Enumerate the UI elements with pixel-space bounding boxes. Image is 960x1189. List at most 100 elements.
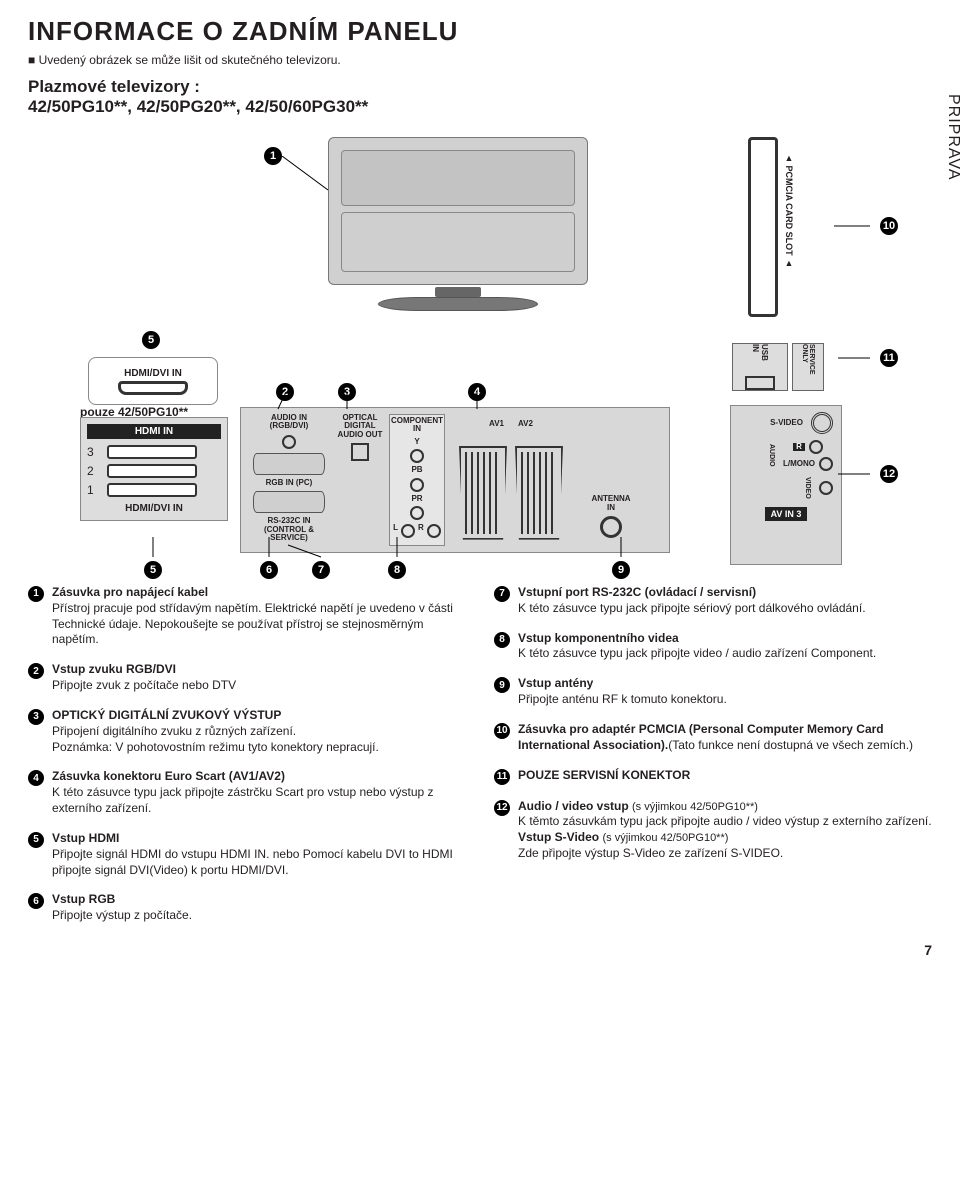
- scart-icon: [459, 446, 507, 540]
- jack-icon: [282, 435, 296, 449]
- rear-panel-diagram: 1 5 HDMI/DVI IN pouze 42/50PG10** HDMI I…: [28, 127, 932, 567]
- item-5: 5 Vstup HDMIPřipojte signál HDMI do vstu…: [28, 831, 466, 878]
- antenna-column: ANTENNA IN: [577, 414, 645, 546]
- av-in-3-tag: AV IN 3: [765, 507, 808, 521]
- page-title: INFORMACE O ZADNÍM PANELU: [28, 16, 932, 47]
- rgb-pc-label: RGB IN (PC): [266, 479, 313, 487]
- item-12-title: Audio / video vstup: [518, 799, 632, 813]
- tv-stand: [328, 287, 588, 313]
- stand-neck: [435, 287, 481, 297]
- usb-icon: [745, 376, 775, 390]
- optical-icon: [351, 443, 369, 461]
- bullet-3-icon: 3: [28, 709, 44, 725]
- item-11: 11 POUZE SERVISNÍ KONEKTOR: [494, 768, 932, 785]
- item-3: 3 OPTICKÝ DIGITÁLNÍ ZVUKOVÝ VÝSTUP Připoj…: [28, 708, 466, 755]
- desc-right-col: 7 Vstupní port RS-232C (ovládací / servi…: [494, 585, 932, 938]
- tv-body: [328, 137, 588, 285]
- rca-icon: [410, 449, 424, 463]
- component-column: COMPONENT IN Y PB PR L R: [389, 414, 445, 546]
- usb-label: USB IN: [751, 344, 769, 370]
- item-12-title2: Vstup S-Video: [518, 830, 602, 844]
- hdmi-num-3: 3: [87, 445, 99, 459]
- audio-vert-label: AUDIO: [768, 444, 775, 467]
- item-3-title: OPTICKÝ DIGITÁLNÍ ZVUKOVÝ VÝSTUP: [52, 708, 281, 722]
- callout-4: 4: [468, 383, 486, 401]
- item-12: 12 Audio / video vstup (s výjimkou 42/50…: [494, 799, 932, 862]
- callout-8: 8: [388, 561, 406, 579]
- bullet-8-icon: 8: [494, 632, 510, 648]
- callout-7: 7: [312, 561, 330, 579]
- pcmcia-label: ▲ PCMCIA CARD SLOT ▲: [784, 153, 794, 268]
- item-1: 1 Zásuvka pro napájecí kabelPřístroj pra…: [28, 585, 466, 648]
- callout-10: 10: [880, 217, 898, 235]
- item-3-body: Připojení digitálního zvuku z různých za…: [52, 724, 379, 754]
- item-7-body: K této zásuvce typu jack připojte sériov…: [518, 601, 866, 615]
- item-9-body: Připojte anténu RF k tomuto konektoru.: [518, 692, 727, 706]
- callout-12: 12: [880, 465, 898, 483]
- svideo-icon: [811, 412, 833, 434]
- hdmi-slot-icon: [107, 483, 197, 497]
- item-4-body: K této zásuvce typu jack připojte zástrč…: [52, 785, 434, 815]
- item-1-body: Přístroj pracuje pod střídavým napětím. …: [52, 601, 453, 647]
- hdmi-num-2: 2: [87, 464, 99, 478]
- rca-icon: [809, 440, 823, 454]
- av-in-3-panel: S-VIDEO AUDIO R L/MONO VIDEO AV IN 3: [730, 405, 842, 565]
- item-5-title: Vstup HDMI: [52, 831, 119, 845]
- audio-in-label: AUDIO IN (RGB/DVI): [270, 414, 309, 431]
- item-2: 2 Vstup zvuku RGB/DVI Připojte zvuk z poč…: [28, 662, 466, 694]
- rca-icon: [401, 524, 415, 538]
- rca-icon: [819, 481, 833, 495]
- bullet-12-icon: 12: [494, 800, 510, 816]
- intro-text: Uvedený obrázek se může lišit od skutečn…: [28, 53, 932, 67]
- rca-icon: [410, 478, 424, 492]
- callout-6: 6: [260, 561, 278, 579]
- hdmi-slot-icon: [107, 445, 197, 459]
- item-2-body: Připojte zvuk z počítače nebo DTV: [52, 678, 236, 692]
- bullet-6-icon: 6: [28, 893, 44, 909]
- optical-label: OPTICAL DIGITAL AUDIO OUT: [338, 414, 383, 439]
- item-6-title: Vstup RGB: [52, 892, 115, 906]
- rca-icon: [819, 457, 833, 471]
- subtitle: Plazmové televizory : 42/50PG10**, 42/50…: [28, 77, 932, 117]
- item-12-body2: Zde připojte výstup S-Video ze zařízení …: [518, 846, 783, 860]
- callout-5: 5: [144, 561, 162, 579]
- hdmi-dvi-in-header: HDMI/DVI IN: [88, 357, 218, 405]
- callout-1: 1: [264, 147, 282, 165]
- bullet-9-icon: 9: [494, 677, 510, 693]
- pcmcia-text: PCMCIA CARD SLOT: [784, 166, 794, 256]
- item-4: 4 Zásuvka konektoru Euro Scart (AV1/AV2)…: [28, 769, 466, 816]
- hdmi-row-2: 2: [87, 464, 221, 478]
- item-2-title: Vstup zvuku RGB/DVI: [52, 662, 176, 676]
- hdmi-slot-icon: [107, 464, 197, 478]
- item-5-body: Připojte signál HDMI do vstupu HDMI IN. …: [52, 847, 453, 877]
- bullet-2-icon: 2: [28, 663, 44, 679]
- comp-r-label: R: [418, 524, 424, 538]
- service-label: SERVICE ONLY: [801, 344, 815, 390]
- tv-shelf2: [341, 212, 575, 272]
- item-4-title: Zásuvka konektoru Euro Scart (AV1/AV2): [52, 769, 285, 783]
- item-10-body: (Tato funkce není dostupná ve všech zemí…: [668, 738, 913, 752]
- comp-pr-label: PR: [411, 495, 422, 503]
- item-8-body: K této zásuvce typu jack připojte video …: [518, 646, 876, 660]
- bullet-1-icon: 1: [28, 586, 44, 602]
- hdmi-in-panel: HDMI IN 3 2 1 HDMI/DVI IN: [80, 417, 228, 521]
- callout-5-top: 5: [142, 331, 160, 349]
- svideo-label: S-VIDEO: [770, 419, 803, 427]
- item-10: 10 Zásuvka pro adaptér PCMCIA (Personal …: [494, 722, 932, 754]
- rear-connector-panel: AUDIO IN (RGB/DVI) RGB IN (PC) RS-232C I…: [240, 407, 670, 553]
- service-box: SERVICE ONLY: [792, 343, 824, 391]
- coax-icon: [600, 516, 622, 538]
- rs232-label: RS-232C IN (CONTROL & SERVICE): [247, 517, 331, 542]
- item-9-title: Vstup antény: [518, 676, 593, 690]
- rca-icon: [410, 506, 424, 520]
- antenna-label: ANTENNA IN: [591, 495, 630, 512]
- hdmi-num-1: 1: [87, 483, 99, 497]
- audio-l-label: L/MONO: [783, 460, 815, 468]
- comp-y-label: Y: [414, 438, 419, 446]
- scart-icon: [515, 446, 563, 540]
- item-7-title: Vstupní port RS-232C (ovládací / servisn…: [518, 585, 756, 599]
- scart-column: AV1 AV2: [451, 414, 571, 546]
- audio-r-label: R: [793, 443, 805, 451]
- callout-2: 2: [276, 383, 294, 401]
- video-vert-label: VIDEO: [804, 477, 811, 499]
